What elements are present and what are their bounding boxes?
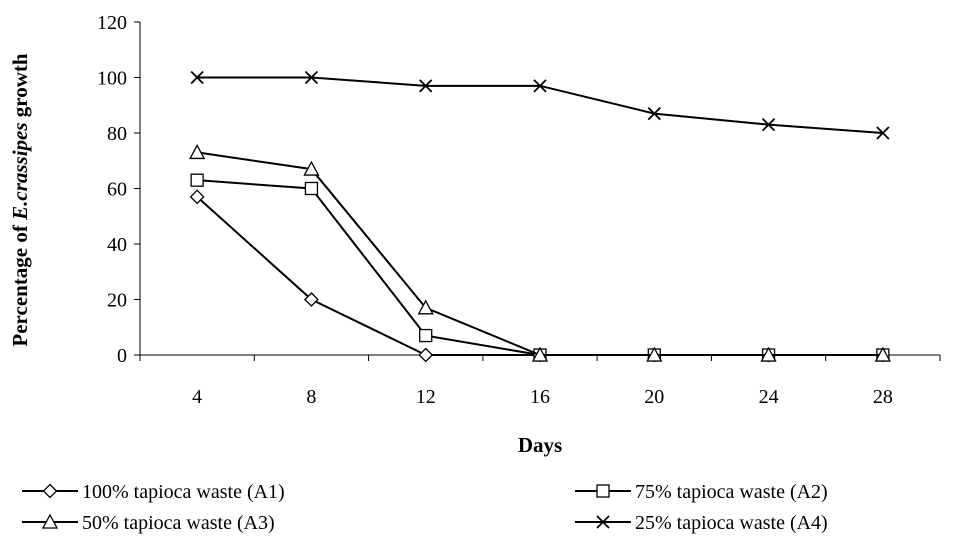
y-axis-title-italic: E.crassipes bbox=[8, 122, 32, 220]
y-tick-label: 20 bbox=[107, 290, 127, 312]
series-line bbox=[197, 179, 883, 356]
y-tick-labels: 0 20 40 60 80 100 120 bbox=[97, 12, 127, 367]
data-point bbox=[531, 346, 549, 362]
legend-item: 75% tapioca waste (A2) bbox=[575, 481, 828, 503]
legend-marker bbox=[596, 484, 610, 498]
y-tick-label: 100 bbox=[97, 68, 127, 90]
y-tick-label: 60 bbox=[107, 179, 127, 201]
y-tick-label: 80 bbox=[107, 123, 127, 145]
plot-area bbox=[189, 70, 891, 363]
y-axis-title: Percentage of E.crassipes growth bbox=[8, 53, 32, 347]
data-point bbox=[190, 70, 204, 85]
data-point bbox=[304, 292, 319, 307]
x-tick-label: 20 bbox=[644, 386, 664, 408]
y-tick-label: 0 bbox=[117, 345, 127, 367]
legend-marker bbox=[42, 483, 58, 499]
y-tick-label: 40 bbox=[107, 234, 127, 256]
legend-item: 25% tapioca waste (A4) bbox=[575, 512, 828, 534]
legend-item: 100% tapioca waste (A1) bbox=[22, 481, 285, 503]
y-tick-label: 120 bbox=[97, 12, 127, 34]
data-point bbox=[304, 70, 319, 85]
series-3 bbox=[189, 144, 891, 362]
legend-marker bbox=[596, 515, 610, 529]
data-point bbox=[647, 106, 661, 121]
data-point bbox=[189, 189, 205, 205]
data-point bbox=[417, 299, 434, 315]
legend-item: 50% tapioca waste (A3) bbox=[22, 512, 275, 534]
data-point bbox=[876, 126, 890, 140]
data-point bbox=[419, 79, 433, 93]
data-point bbox=[646, 346, 663, 362]
series-1 bbox=[189, 189, 891, 363]
x-tick-label: 24 bbox=[759, 386, 779, 408]
data-point bbox=[303, 160, 320, 176]
data-point bbox=[533, 79, 547, 93]
y-axis-title-suffix: growth bbox=[8, 53, 32, 122]
series-line bbox=[196, 196, 883, 356]
legend-label: 100% tapioca waste (A1) bbox=[82, 481, 285, 503]
x-axis-title: Days bbox=[518, 433, 562, 457]
series-4 bbox=[190, 70, 890, 140]
data-point bbox=[419, 328, 433, 343]
data-point bbox=[874, 346, 891, 362]
series-2 bbox=[190, 173, 890, 362]
legend-label: 75% tapioca waste (A2) bbox=[635, 481, 828, 503]
x-tick-label: 28 bbox=[873, 386, 893, 408]
legend-marker bbox=[41, 513, 59, 529]
series-line bbox=[196, 151, 883, 356]
y-axis-title-prefix: Percentage of bbox=[8, 220, 32, 347]
legend-label: 25% tapioca waste (A4) bbox=[635, 512, 828, 534]
x-tick-label: 4 bbox=[192, 386, 202, 408]
data-point bbox=[761, 118, 776, 132]
legend: 100% tapioca waste (A1) 75% tapioca waste… bbox=[22, 481, 828, 534]
x-tick-labels: 4 8 12 16 20 24 28 bbox=[192, 386, 893, 408]
legend-label: 50% tapioca waste (A3) bbox=[82, 512, 275, 534]
data-point bbox=[189, 144, 206, 160]
x-tick-label: 16 bbox=[530, 386, 550, 408]
data-point bbox=[190, 173, 204, 187]
x-tick-label: 8 bbox=[306, 386, 316, 408]
data-point bbox=[418, 347, 434, 363]
data-point bbox=[760, 346, 777, 362]
x-tick-label: 12 bbox=[416, 386, 436, 408]
axes bbox=[134, 21, 941, 361]
data-point bbox=[304, 181, 319, 196]
